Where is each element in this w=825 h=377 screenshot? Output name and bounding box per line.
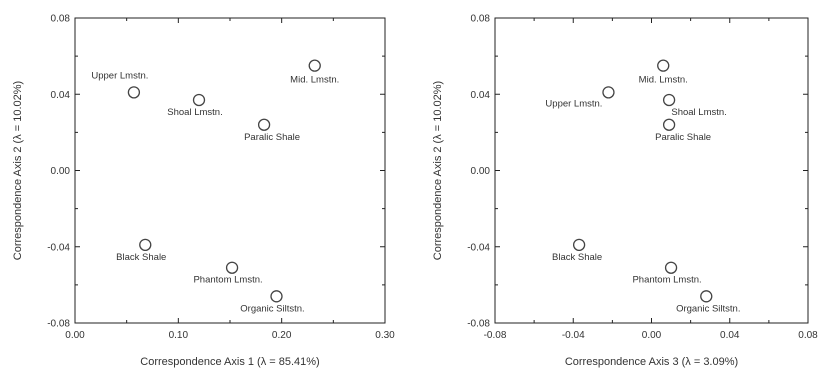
point-label-shoal-lmstn: Shoal Lmstn. bbox=[671, 107, 726, 118]
point-marker-paralic-shale bbox=[257, 118, 271, 131]
y-tick-label: 0.08 bbox=[51, 14, 71, 25]
y-axis-title: Correspondence Axis 2 (λ = 10.02%) bbox=[432, 81, 444, 260]
x-axis-title: Correspondence Axis 3 (λ = 3.09%) bbox=[565, 356, 738, 368]
point-label-mid-lmstn: Mid. Lmstn. bbox=[290, 75, 339, 86]
point-marker-mid-lmstn bbox=[657, 59, 670, 72]
point-marker-shoal-lmstn bbox=[662, 93, 676, 107]
point-marker-phantom-lmstn bbox=[664, 261, 678, 274]
x-tick-label: -0.04 bbox=[562, 330, 585, 341]
point-label-organic-siltstn: Organic Siltstn. bbox=[240, 303, 304, 314]
x-tick-label: 0.04 bbox=[720, 330, 740, 341]
point-marker-organic-siltstn bbox=[700, 290, 713, 303]
point-label-black-shale: Black Shale bbox=[116, 252, 166, 263]
point-label-shoal-lmstn: Shoal Lmstn. bbox=[167, 107, 222, 118]
point-label-phantom-lmstn: Phantom Lmstn. bbox=[632, 275, 701, 286]
x-tick-label: 0.10 bbox=[169, 330, 189, 341]
x-tick-label: 0.08 bbox=[798, 330, 818, 341]
point-label-paralic-shale: Paralic Shale bbox=[244, 132, 300, 143]
point-marker-upper-lmstn bbox=[127, 86, 141, 99]
y-tick-label: -0.04 bbox=[467, 242, 490, 253]
point-label-upper-lmstn: Upper Lmstn. bbox=[91, 70, 148, 81]
point-label-organic-siltstn: Organic Siltstn. bbox=[676, 303, 740, 314]
point-label-black-shale: Black Shale bbox=[552, 252, 602, 263]
point-label-upper-lmstn: Upper Lmstn. bbox=[545, 98, 602, 109]
point-marker-black-shale bbox=[572, 238, 586, 251]
y-tick-label: 0.08 bbox=[471, 14, 491, 25]
x-tick-label: 0.20 bbox=[272, 330, 292, 341]
point-label-mid-lmstn: Mid. Lmstn. bbox=[639, 75, 688, 86]
left-scatter-panel: 0.00 0.10 0.20 0.30 -0.08 -0.04 0.00 0.04 0.08 Co… bbox=[12, 14, 395, 369]
x-axis-title: Correspondence Axis 1 (λ = 85.41%) bbox=[140, 356, 319, 368]
y-tick-label: 0.04 bbox=[51, 90, 71, 101]
x-tick-label: 0.30 bbox=[375, 330, 395, 341]
point-label-phantom-lmstn: Phantom Lmstn. bbox=[193, 275, 262, 286]
point-marker-black-shale bbox=[139, 238, 152, 251]
x-tick-label: 0.00 bbox=[642, 330, 662, 341]
point-label-paralic-shale: Paralic Shale bbox=[655, 132, 711, 143]
point-marker-organic-siltstn bbox=[270, 290, 283, 303]
x-tick-label: 0.00 bbox=[65, 330, 85, 341]
point-marker-phantom-lmstn bbox=[225, 261, 239, 274]
y-tick-label: -0.04 bbox=[47, 242, 70, 253]
y-axis-title: Correspondence Axis 2 (λ = 10.02%) bbox=[12, 81, 24, 260]
point-marker-shoal-lmstn bbox=[192, 93, 206, 107]
y-tick-label: -0.08 bbox=[47, 319, 70, 330]
y-tick-label: -0.08 bbox=[467, 319, 490, 330]
y-tick-label: 0.00 bbox=[471, 166, 491, 177]
y-tick-label: 0.04 bbox=[471, 90, 491, 101]
y-tick-label: 0.00 bbox=[51, 166, 71, 177]
point-marker-mid-lmstn bbox=[308, 59, 321, 72]
right-scatter-panel: -0.08 -0.04 0.00 0.04 0.08 -0.08 -0.04 0.00 0.04… bbox=[432, 14, 818, 369]
x-tick-label: -0.08 bbox=[484, 330, 507, 341]
point-marker-upper-lmstn bbox=[602, 86, 615, 99]
point-marker-paralic-shale bbox=[662, 118, 676, 131]
